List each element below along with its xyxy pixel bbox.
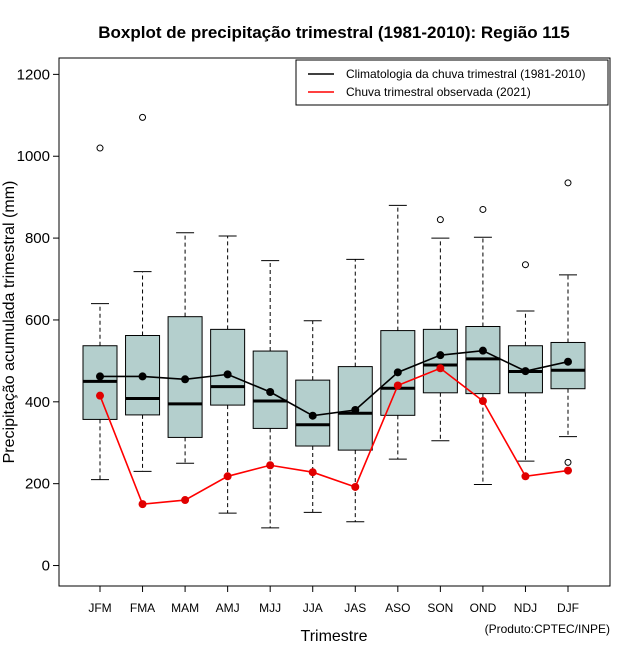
y-axis: 0 200 400 600 800 1000 1200 bbox=[17, 66, 59, 575]
observed-point bbox=[266, 461, 275, 470]
x-tick-label: JAS bbox=[344, 601, 366, 615]
climatology-point bbox=[351, 406, 360, 414]
y-tick-label: 1000 bbox=[17, 148, 50, 165]
x-tick-label: MAM bbox=[171, 601, 199, 615]
climatology-point bbox=[223, 370, 232, 379]
box-son bbox=[422, 216, 458, 442]
box-fma bbox=[125, 113, 161, 472]
outlier-point bbox=[564, 179, 572, 187]
x-tick-label: AMJ bbox=[216, 601, 240, 615]
y-tick-label: 1200 bbox=[17, 66, 50, 83]
x-tick-label: FMA bbox=[130, 601, 155, 615]
legend: Climatologia da chuva trimestral (1981-2… bbox=[295, 59, 609, 106]
climatology-point bbox=[138, 372, 147, 381]
climatology-point bbox=[96, 372, 104, 381]
climatology-line bbox=[100, 349, 569, 417]
box-mam bbox=[167, 232, 203, 464]
y-tick-label: 200 bbox=[25, 476, 50, 493]
observed-point bbox=[564, 466, 572, 475]
outlier-point bbox=[139, 113, 147, 121]
observed-point bbox=[96, 391, 104, 400]
outlier-point bbox=[521, 261, 529, 269]
climatology-point bbox=[181, 375, 190, 384]
observed-point bbox=[181, 496, 190, 505]
x-tick-label: JJA bbox=[303, 601, 323, 615]
y-tick-label: 800 bbox=[25, 230, 50, 247]
x-tick-label: ASO bbox=[385, 601, 410, 615]
box-aso bbox=[380, 204, 416, 460]
plot-frame bbox=[58, 57, 611, 587]
credit-text: (Produto:CPTEC/INPE) bbox=[485, 622, 610, 636]
observed-point bbox=[138, 500, 147, 509]
climatology-point bbox=[308, 411, 317, 420]
box-djf bbox=[550, 179, 586, 466]
observed-point bbox=[308, 468, 317, 477]
x-tick-label: OND bbox=[470, 601, 497, 615]
climatology-point bbox=[521, 367, 530, 376]
observed-line bbox=[99, 367, 569, 505]
legend-climatology-label: Climatologia da chuva trimestral (1981-2… bbox=[346, 67, 585, 81]
iqr-box bbox=[210, 328, 246, 406]
climatology-point bbox=[436, 351, 445, 360]
observed-point bbox=[436, 364, 445, 373]
series-layer bbox=[96, 346, 572, 509]
observed-point bbox=[351, 482, 360, 491]
boxes-layer bbox=[82, 113, 586, 529]
x-tick-label: DJF bbox=[557, 601, 579, 615]
x-tick-label: JFM bbox=[88, 601, 111, 615]
climatology-point bbox=[393, 368, 402, 377]
y-tick-label: 600 bbox=[25, 312, 50, 329]
observed-point bbox=[223, 472, 232, 481]
box-ndj bbox=[507, 261, 543, 462]
chart-title: Boxplot de precipitação trimestral (1981… bbox=[98, 23, 569, 42]
legend-observed-label: Chuva trimestral observada (2021) bbox=[346, 85, 531, 99]
outlier-point bbox=[436, 216, 444, 224]
y-tick-label: 400 bbox=[25, 394, 50, 411]
box-jfm bbox=[82, 144, 118, 481]
outlier-point bbox=[564, 458, 572, 466]
outlier-point bbox=[479, 205, 487, 213]
legend-box bbox=[295, 59, 609, 106]
observed-point bbox=[521, 472, 530, 481]
x-tick-label: MJJ bbox=[259, 601, 281, 615]
climatology-point bbox=[478, 346, 487, 355]
x-axis: JFM FMA MAM AMJ MJJ JJA JAS ASO SON OND NDJ DJF bbox=[88, 586, 579, 615]
observed-point bbox=[478, 396, 487, 405]
box-ond bbox=[465, 205, 501, 485]
climatology-point bbox=[266, 387, 275, 396]
y-tick-label: 0 bbox=[42, 558, 50, 575]
x-tick-label: SON bbox=[427, 601, 453, 615]
x-axis-label: Trimestre bbox=[301, 628, 368, 645]
observed-point bbox=[393, 381, 402, 390]
x-tick-label: NDJ bbox=[514, 601, 537, 615]
climatology-point bbox=[564, 357, 572, 366]
outlier-point bbox=[96, 144, 104, 152]
iqr-box bbox=[422, 328, 458, 394]
y-axis-label: Precipitação acumulada trimestral (mm) bbox=[1, 181, 18, 464]
box-amj bbox=[210, 235, 246, 514]
